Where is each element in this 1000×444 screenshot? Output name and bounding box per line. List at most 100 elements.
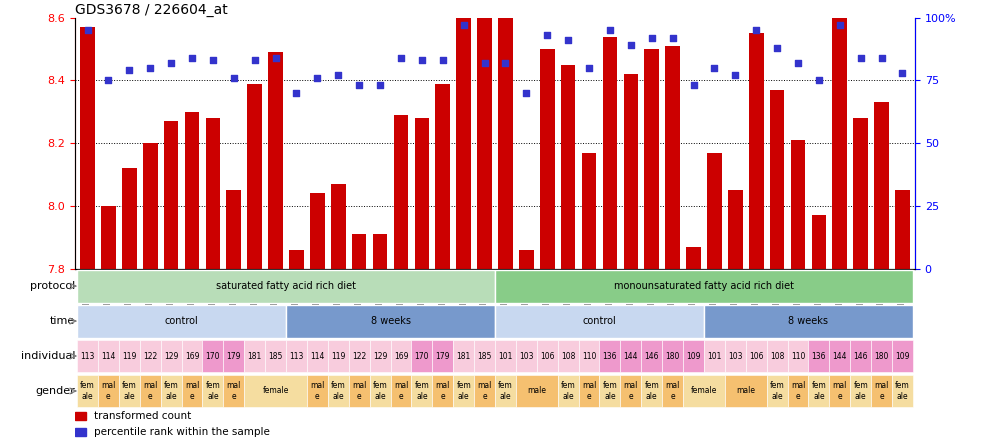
Bar [75,412,86,420]
Point [163,59,179,67]
Point [894,69,910,76]
FancyBboxPatch shape [77,340,98,373]
Text: mal
e: mal e [143,381,157,400]
FancyBboxPatch shape [265,340,286,373]
Bar [812,215,826,269]
Text: fem
ale: fem ale [206,381,220,400]
Text: fem
ale: fem ale [853,381,868,400]
Point [727,72,743,79]
Text: 144: 144 [624,352,638,361]
Text: 179: 179 [436,352,450,361]
FancyBboxPatch shape [161,340,182,373]
FancyBboxPatch shape [808,340,829,373]
Text: fem
ale: fem ale [603,381,617,400]
FancyBboxPatch shape [767,375,788,408]
Bar [415,118,429,269]
Point [497,59,513,67]
FancyBboxPatch shape [474,375,495,408]
Text: 185: 185 [268,352,283,361]
Point [518,90,534,97]
Text: fem
ale: fem ale [498,381,513,400]
Text: 101: 101 [498,352,513,361]
Bar [80,27,95,269]
Text: gender: gender [35,386,75,396]
FancyBboxPatch shape [683,375,725,408]
Text: male: male [527,386,546,396]
FancyBboxPatch shape [411,375,432,408]
FancyBboxPatch shape [579,375,599,408]
Bar [603,36,617,269]
FancyBboxPatch shape [474,340,495,373]
FancyBboxPatch shape [808,375,829,408]
FancyBboxPatch shape [683,340,704,373]
Bar [310,194,325,269]
FancyBboxPatch shape [432,340,453,373]
Text: 146: 146 [853,352,868,361]
Text: fem
ale: fem ale [373,381,387,400]
Bar [644,49,659,269]
Text: individual: individual [20,351,75,361]
FancyBboxPatch shape [453,340,474,373]
Text: 119: 119 [122,352,137,361]
Text: 170: 170 [206,352,220,361]
Bar [206,118,220,269]
FancyBboxPatch shape [558,340,579,373]
Text: 122: 122 [143,352,157,361]
FancyBboxPatch shape [307,375,328,408]
Text: 119: 119 [331,352,345,361]
Point [226,75,242,82]
Text: fem
ale: fem ale [644,381,659,400]
Text: protocol: protocol [30,281,75,291]
Point [121,67,137,74]
FancyBboxPatch shape [286,305,495,337]
Point [372,82,388,89]
Text: time: time [50,316,75,326]
FancyBboxPatch shape [182,340,202,373]
Point [80,27,96,34]
Point [581,64,597,71]
Text: transformed count: transformed count [94,411,191,421]
Text: 181: 181 [457,352,471,361]
FancyBboxPatch shape [223,375,244,408]
Bar [289,250,304,269]
Bar [373,234,387,269]
Point [330,72,346,79]
FancyBboxPatch shape [391,375,411,408]
Bar [728,190,743,269]
Text: fem
ale: fem ale [561,381,576,400]
Bar [477,8,492,269]
Point [456,22,472,29]
Point [247,57,263,64]
FancyBboxPatch shape [453,375,474,408]
FancyBboxPatch shape [411,340,432,373]
Text: male: male [736,386,755,396]
FancyBboxPatch shape [579,340,599,373]
Bar [226,190,241,269]
Point [623,42,639,49]
Text: mal
e: mal e [101,381,116,400]
FancyBboxPatch shape [725,375,767,408]
Bar [540,49,555,269]
Point [268,54,284,61]
Point [706,64,722,71]
Text: monounsaturated fatty acid rich diet: monounsaturated fatty acid rich diet [614,281,794,291]
Point [874,54,890,61]
Bar [749,33,764,269]
Text: GDS3678 / 226604_at: GDS3678 / 226604_at [75,3,228,17]
Point [748,27,764,34]
Text: 129: 129 [373,352,387,361]
FancyBboxPatch shape [161,375,182,408]
Bar [164,121,178,269]
Text: mal
e: mal e [185,381,199,400]
Text: 170: 170 [415,352,429,361]
Text: mal
e: mal e [477,381,492,400]
Text: mal
e: mal e [874,381,889,400]
Text: 129: 129 [164,352,178,361]
FancyBboxPatch shape [662,340,683,373]
FancyBboxPatch shape [307,340,328,373]
Text: 169: 169 [394,352,408,361]
Text: 144: 144 [833,352,847,361]
Bar [498,8,513,269]
Text: saturated fatty acid rich diet: saturated fatty acid rich diet [216,281,356,291]
FancyBboxPatch shape [77,375,98,408]
